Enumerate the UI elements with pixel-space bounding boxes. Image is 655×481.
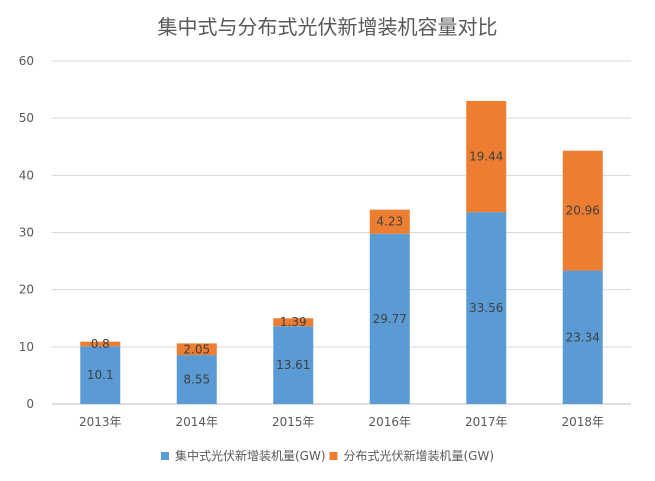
bar-segment [273, 318, 314, 327]
data-label: 2.05 [183, 342, 210, 356]
bar-segment [369, 209, 410, 234]
data-label: 23.34 [566, 330, 600, 344]
data-label: 8.55 [183, 373, 210, 387]
legend: 集中式光伏新增装机量(GW) 分布式光伏新增装机量(GW) [160, 448, 495, 463]
gridlines [52, 60, 631, 405]
data-label: 10.1 [87, 368, 114, 382]
legend-swatch-distributed [329, 452, 338, 460]
bar-segment [80, 346, 121, 404]
bar-segment [176, 343, 217, 356]
x-tick-label: 2016年 [368, 415, 411, 429]
bar-segment [80, 341, 121, 347]
legend-label-centralized: 集中式光伏新增装机量(GW) [175, 448, 326, 463]
data-label: 0.8 [91, 337, 110, 351]
bar-segment [466, 212, 507, 404]
y-tick-label: 20 [19, 283, 34, 297]
x-tick-label: 2014年 [175, 415, 218, 429]
legend-label-distributed: 分布式光伏新增装机量(GW) [344, 448, 495, 463]
y-tick-label: 0 [26, 397, 34, 411]
data-label: 20.96 [566, 204, 600, 218]
data-label: 4.23 [376, 215, 403, 229]
x-tick-label: 2017年 [465, 415, 508, 429]
y-tick-label: 50 [19, 111, 34, 125]
data-labels: 10.1 0.8 8.55 2.05 13.61 1.39 29.77 4.23 33.56 19… [87, 150, 600, 387]
data-label: 1.39 [280, 315, 307, 329]
bar-segment [273, 326, 314, 404]
y-tick-label: 40 [19, 168, 34, 182]
bar-segment [562, 150, 603, 271]
y-tick-label: 10 [19, 340, 34, 354]
bar-segment [369, 233, 410, 404]
x-tick-label: 2013年 [79, 415, 122, 429]
data-label: 33.56 [469, 301, 503, 315]
x-tick-label: 2015年 [272, 415, 315, 429]
bar-segment [176, 355, 217, 404]
data-label: 13.61 [276, 358, 310, 372]
data-label: 19.44 [469, 150, 503, 164]
legend-swatch-centralized [160, 452, 169, 460]
chart-title: 集中式与分布式光伏新增装机容量对比 [158, 15, 498, 39]
bar-segment [562, 270, 603, 404]
x-axis-ticks: 2013年 2014年 2015年 2016年 2017年 2018年 [79, 415, 604, 429]
y-axis-ticks: 0 10 20 30 40 50 60 [19, 54, 34, 411]
y-tick-label: 60 [19, 54, 34, 68]
bars [80, 101, 603, 404]
y-tick-label: 30 [19, 226, 34, 240]
bar-segment [466, 101, 507, 213]
data-label: 29.77 [373, 312, 407, 326]
x-tick-label: 2018年 [561, 415, 604, 429]
